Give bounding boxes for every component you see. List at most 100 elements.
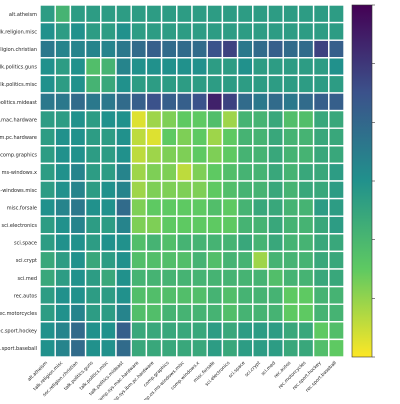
heatmap-cell	[84, 321, 102, 341]
heatmap-cell	[206, 39, 224, 59]
heatmap-cell	[312, 39, 330, 59]
heatmap-cell	[267, 303, 284, 323]
heatmap-cell	[130, 285, 148, 305]
heatmap-cell	[145, 57, 163, 77]
heatmap-cell	[130, 74, 148, 94]
heatmap-cell	[54, 268, 72, 288]
heatmap-cell	[145, 321, 163, 341]
colorbar	[351, 4, 375, 358]
heatmap-cell	[282, 321, 300, 341]
heatmap-cell	[100, 4, 117, 24]
heatmap-cell	[115, 127, 132, 147]
heatmap-cell	[328, 127, 345, 147]
heatmap-cell	[221, 74, 239, 94]
heatmap-cell	[130, 39, 148, 59]
heatmap-cell	[115, 109, 132, 129]
heatmap-cell	[145, 39, 163, 59]
heatmap-cell	[115, 268, 132, 288]
heatmap-cell	[297, 127, 315, 147]
heatmap-cell	[160, 321, 178, 341]
heatmap-cell	[221, 197, 239, 217]
y-tick-label: sci.space	[14, 241, 37, 247]
heatmap-cell	[191, 321, 208, 341]
heatmap-cell	[160, 39, 178, 59]
heatmap-cell	[312, 92, 330, 112]
heatmap-cell	[252, 39, 269, 59]
heatmap-cell	[84, 4, 102, 24]
heatmap-cell	[39, 268, 56, 288]
heatmap-cell	[282, 74, 300, 94]
heatmap-cell	[84, 39, 102, 59]
heatmap-cell	[39, 74, 56, 94]
heatmap-cell	[282, 92, 300, 112]
heatmap-cell	[130, 4, 148, 24]
heatmap-cell	[312, 127, 330, 147]
heatmap-cell	[100, 215, 117, 235]
heatmap-cell	[191, 250, 208, 270]
heatmap-cell	[206, 268, 224, 288]
heatmap-cell	[267, 74, 284, 94]
heatmap-cell	[297, 92, 315, 112]
heatmap-cell	[236, 162, 254, 182]
heatmap-cell	[252, 197, 269, 217]
heatmap-cell	[252, 215, 269, 235]
heatmap-cell	[145, 215, 163, 235]
heatmap-cell	[160, 21, 178, 41]
heatmap-cell	[236, 57, 254, 77]
heatmap-cell	[312, 321, 330, 341]
heatmap-cell	[100, 303, 117, 323]
heatmap-cell	[206, 4, 224, 24]
heatmap-cell	[297, 74, 315, 94]
heatmap-cell	[267, 197, 284, 217]
heatmap-cell	[130, 162, 148, 182]
heatmap-cell	[39, 303, 56, 323]
heatmap-cell	[145, 338, 163, 358]
heatmap-cell	[54, 21, 72, 41]
heatmap-cell	[100, 180, 117, 200]
heatmap-cell	[282, 197, 300, 217]
heatmap-cell	[282, 21, 300, 41]
heatmap-cell	[328, 268, 345, 288]
heatmap-cell	[115, 74, 132, 94]
heatmap-cell	[54, 74, 72, 94]
heatmap-cell	[328, 74, 345, 94]
heatmap-cell	[176, 285, 193, 305]
heatmap-cell	[312, 180, 330, 200]
heatmap-cell	[69, 285, 87, 305]
heatmap-cell	[191, 162, 208, 182]
heatmap-cell	[282, 338, 300, 358]
heatmap-cell	[115, 92, 132, 112]
heatmap-cell	[54, 109, 72, 129]
heatmap-cell	[206, 338, 224, 358]
heatmap-cell	[267, 4, 284, 24]
heatmap-cell	[84, 162, 102, 182]
heatmap-cell	[176, 109, 193, 129]
heatmap-cell	[328, 39, 345, 59]
heatmap-cell	[297, 57, 315, 77]
heatmap-cell	[39, 321, 56, 341]
heatmap-cell	[176, 127, 193, 147]
heatmap-cell	[84, 303, 102, 323]
heatmap-cell	[84, 197, 102, 217]
heatmap-cell	[221, 233, 239, 253]
heatmap-cell	[267, 145, 284, 165]
heatmap-cell	[130, 321, 148, 341]
heatmap-cell	[84, 109, 102, 129]
heatmap-cell	[145, 109, 163, 129]
heatmap-cell	[252, 162, 269, 182]
heatmap-cell	[115, 162, 132, 182]
y-tick-label: sci.crypt	[16, 258, 37, 264]
heatmap-cell	[191, 57, 208, 77]
heatmap-cell	[39, 145, 56, 165]
heatmap-cell	[69, 338, 87, 358]
heatmap-cell	[130, 268, 148, 288]
heatmap-cell	[297, 303, 315, 323]
heatmap-cell	[206, 21, 224, 41]
heatmap-cell	[54, 215, 72, 235]
heatmap-cell	[115, 180, 132, 200]
heatmap-cell	[297, 215, 315, 235]
heatmap-cell	[84, 268, 102, 288]
heatmap-cell	[176, 321, 193, 341]
heatmap-cell	[328, 338, 345, 358]
